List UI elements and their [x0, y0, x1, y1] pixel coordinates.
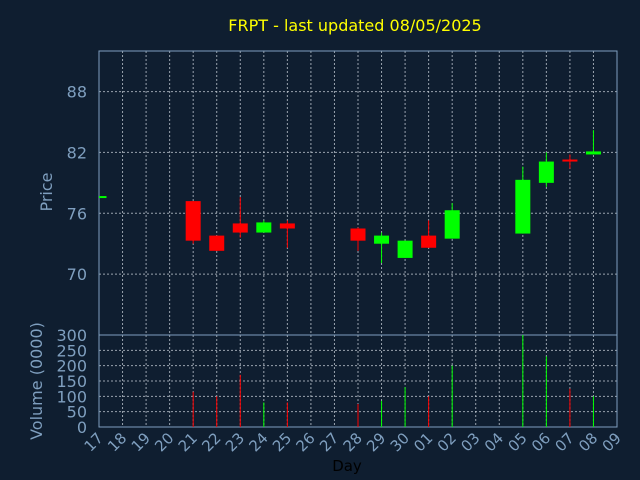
x-tick-label: 26	[293, 429, 319, 455]
candle-body	[444, 210, 460, 239]
candle	[397, 240, 413, 258]
price-y-ticks: 70 76 82 88	[67, 83, 87, 285]
volume-y-tick-label: 0	[77, 418, 87, 437]
x-tick-label: 09	[599, 429, 625, 455]
x-tick-label: 23	[222, 429, 248, 455]
x-tick-label: 07	[552, 429, 578, 455]
candle	[374, 232, 390, 263]
candle-body	[209, 235, 225, 251]
candle	[256, 220, 272, 233]
price-y-tick-label: 82	[67, 143, 87, 162]
candle	[515, 166, 531, 234]
candle	[421, 220, 437, 248]
chart-title: FRPT - last updated 08/05/2025	[228, 16, 481, 35]
x-tick-label: 28	[340, 429, 366, 455]
x-ticks: 1718192021222324252627282930010203040506…	[81, 429, 625, 455]
x-tick-label: 02	[434, 429, 460, 455]
volume-bars	[192, 335, 594, 427]
candle-body	[397, 240, 413, 258]
candle	[538, 152, 554, 187]
x-tick-label: 04	[481, 429, 507, 455]
candle-body	[256, 222, 272, 233]
candle-body	[99, 196, 107, 199]
x-tick-label: 20	[151, 429, 177, 455]
candle	[99, 196, 107, 199]
x-tick-label: 29	[363, 429, 389, 455]
volume-y-tick-label: 150	[56, 372, 87, 391]
candle	[585, 130, 601, 155]
x-tick-label: 27	[316, 429, 342, 455]
x-tick-label: 22	[198, 429, 224, 455]
price-y-tick-label: 70	[67, 265, 87, 284]
candle-body	[279, 223, 295, 229]
x-axis-label: Day	[332, 457, 362, 475]
candle	[279, 220, 295, 248]
candle	[185, 201, 201, 244]
candles	[99, 130, 601, 263]
x-tick-label: 25	[269, 429, 295, 455]
volume-y-tick-label: 250	[56, 341, 87, 360]
volume-axis-label: Volume (0000)	[27, 322, 46, 440]
price-y-tick-label: 88	[67, 83, 87, 102]
price-grid	[99, 51, 617, 335]
price-y-tick-label: 76	[67, 204, 87, 223]
x-tick-label: 18	[104, 429, 130, 455]
x-tick-label: 08	[575, 429, 601, 455]
x-tick-label: 24	[245, 429, 271, 455]
candle-body	[562, 159, 578, 162]
volume-y-tick-label: 300	[56, 326, 87, 345]
x-tick-label: 21	[175, 429, 201, 455]
volume-y-tick-label: 100	[56, 387, 87, 406]
candle-body	[374, 235, 390, 244]
x-tick-label: 30	[387, 429, 413, 455]
x-tick-label: 03	[457, 429, 483, 455]
candle-body	[585, 151, 601, 155]
candle	[444, 203, 460, 239]
candle	[209, 235, 225, 251]
x-tick-label: 01	[410, 429, 436, 455]
candle-body	[421, 235, 437, 248]
candle	[562, 154, 578, 169]
price-axis-label: Price	[37, 172, 56, 211]
x-tick-label: 19	[128, 429, 154, 455]
candle-body	[185, 201, 201, 241]
candle	[350, 227, 366, 251]
candle	[232, 197, 248, 238]
x-tick-label: 05	[504, 429, 530, 455]
volume-y-tick-label: 50	[67, 403, 87, 422]
volume-y-tick-label: 200	[56, 357, 87, 376]
candle-body	[515, 179, 531, 234]
candle-body	[232, 223, 248, 233]
candle-body	[350, 228, 366, 241]
x-tick-label: 06	[528, 429, 554, 455]
candle-body	[538, 161, 554, 183]
